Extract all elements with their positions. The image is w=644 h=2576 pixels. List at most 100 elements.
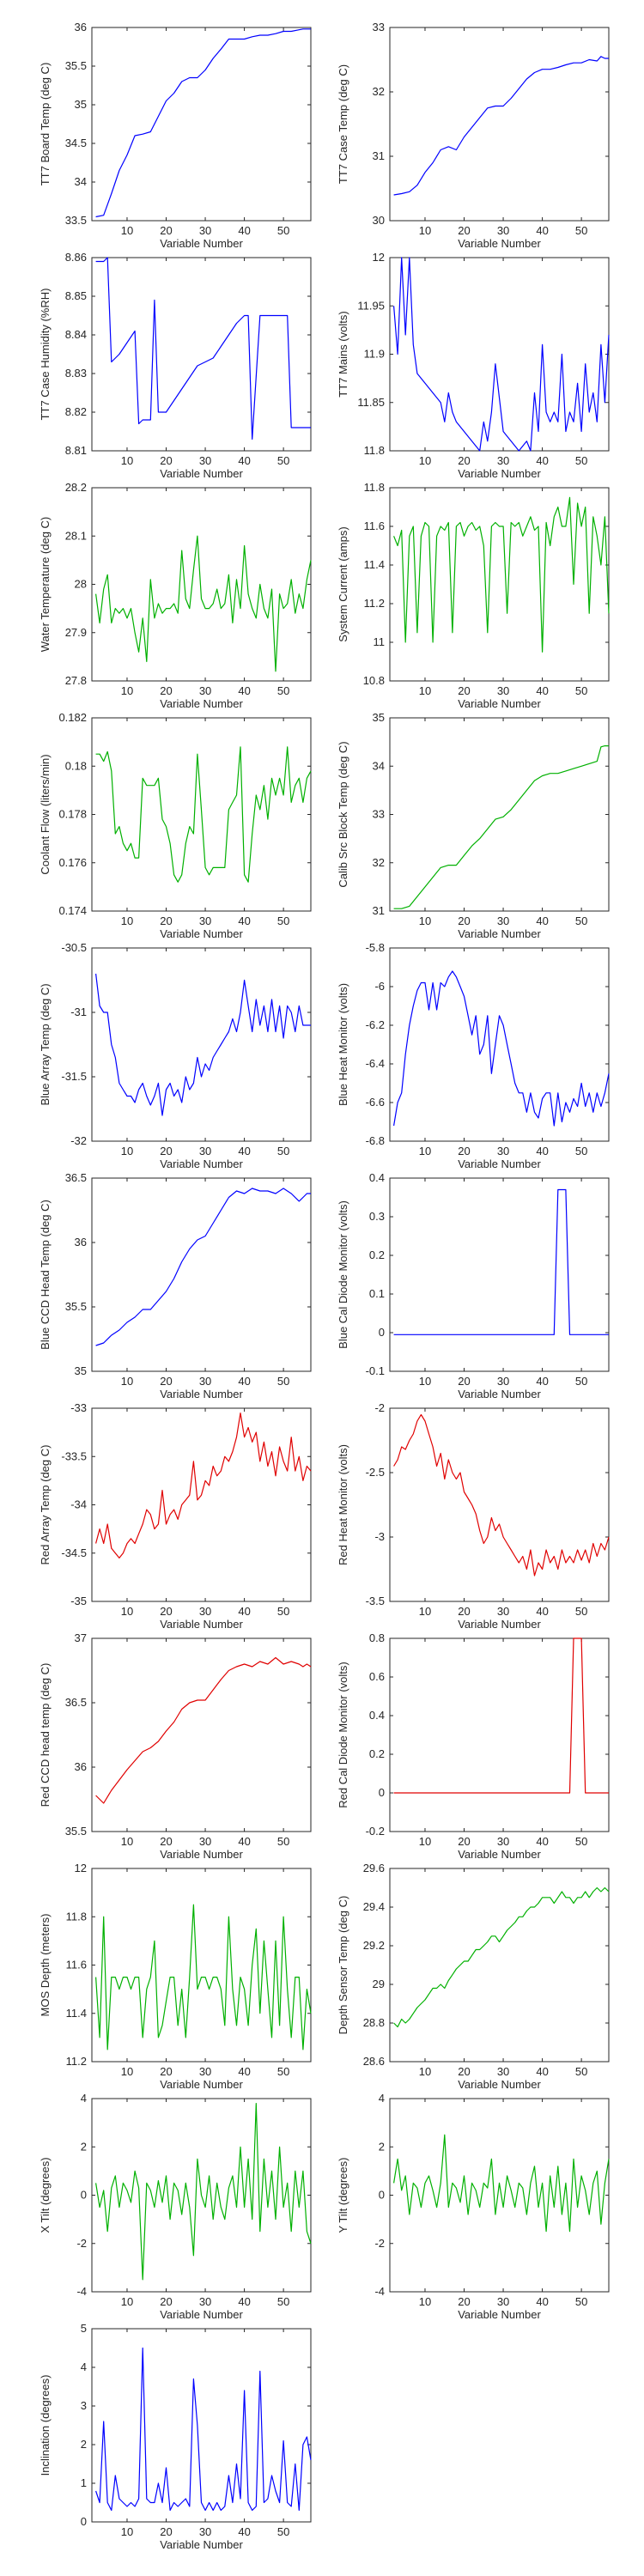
chart-panel-7: 10 20 30 40 50 0.174 0.176 0.178 0.18 0.182 Variab…	[39, 711, 312, 940]
x-tick-label: 20	[458, 684, 470, 697]
y-tick-label: -5.8	[366, 941, 385, 954]
x-tick-label: 10	[121, 2525, 133, 2538]
y-tick-label: 0.2	[369, 1249, 385, 1261]
y-tick-label: 8.86	[65, 251, 87, 264]
x-tick-label: 10	[121, 1605, 133, 1618]
x-tick-label: 20	[160, 2065, 172, 2078]
y-tick-label: 34	[75, 175, 87, 188]
y-tick-label: 29.2	[363, 1939, 385, 1952]
x-axis-label: Variable Number	[160, 1618, 243, 1631]
y-tick-label: -6	[374, 980, 385, 993]
chart-panel-4: 10 20 30 40 50 11.8 11.85 11.9 11.95 12 Variable N…	[337, 251, 610, 480]
y-axis-label: Blue CCD Head Temp (deg C)	[39, 1200, 52, 1350]
y-axis-label: Y Tilt (degrees)	[337, 2158, 349, 2233]
y-tick-label: -2.5	[366, 1466, 385, 1479]
x-tick-label: 10	[121, 2295, 133, 2308]
x-tick-label: 20	[160, 1835, 172, 1848]
y-tick-label: -0.2	[366, 1825, 385, 1838]
x-tick-label: 50	[575, 2295, 587, 2308]
y-tick-label: -35	[70, 1595, 87, 1607]
chart-panel-10: 10 20 30 40 50 -6.8 -6.6 -6.4 -6.2 -6 -5.8 Variable…	[337, 941, 610, 1170]
chart-panel-9: 10 20 30 40 50 -32 -31.5 -31 -30.5 Variable Numbe…	[39, 941, 312, 1170]
x-axis-label: Variable Number	[458, 927, 541, 940]
x-tick-label: 20	[458, 2065, 470, 2078]
series-line	[95, 1904, 312, 2050]
x-tick-label: 20	[458, 454, 470, 467]
x-tick-label: 20	[160, 1375, 172, 1388]
x-tick-label: 30	[497, 1605, 509, 1618]
y-tick-label: 1	[81, 2476, 87, 2489]
x-tick-label: 30	[497, 224, 509, 237]
y-tick-label: 29.6	[363, 1862, 385, 1874]
plot-area	[91, 1177, 312, 1372]
x-tick-label: 40	[238, 454, 250, 467]
y-tick-label: 11.95	[357, 299, 385, 312]
y-tick-label: 28.8	[363, 2016, 385, 2029]
y-axis-label: Red Heat Monitor (volts)	[337, 1444, 349, 1565]
y-tick-label: 34	[373, 759, 385, 772]
y-tick-label: 27.9	[65, 626, 87, 639]
plot-area	[389, 1177, 610, 1372]
x-tick-label: 40	[238, 2295, 250, 2308]
y-tick-label: 11.85	[357, 396, 385, 409]
chart-panel-20: 10 20 30 40 50 -4 -2 0 2 4 Variable Number Y Tilt (…	[337, 2092, 610, 2321]
x-tick-label: 40	[238, 1375, 250, 1388]
y-tick-label: 11.2	[66, 2055, 87, 2068]
x-tick-label: 40	[238, 1605, 250, 1618]
x-tick-label: 30	[199, 2295, 211, 2308]
x-tick-label: 30	[199, 684, 211, 697]
plot-area	[389, 27, 610, 222]
x-tick-label: 20	[458, 1605, 470, 1618]
y-tick-label: 33.5	[65, 214, 87, 227]
x-tick-label: 10	[121, 1835, 133, 1848]
y-tick-label: -31.5	[61, 1070, 87, 1083]
x-tick-label: 10	[121, 1145, 133, 1157]
series-line	[393, 257, 610, 452]
series-line	[393, 1637, 609, 1794]
x-tick-label: 50	[575, 454, 587, 467]
y-tick-label: 0.18	[65, 759, 87, 772]
y-tick-label: 2	[81, 2438, 87, 2451]
x-axis-label: Variable Number	[458, 2308, 541, 2321]
series-line	[393, 496, 610, 653]
x-tick-label: 20	[160, 454, 172, 467]
x-tick-label: 30	[199, 224, 211, 237]
y-axis-label: TT7 Mains (volts)	[337, 311, 349, 397]
y-tick-label: 35.5	[65, 1825, 87, 1838]
y-tick-label: 36.5	[65, 1696, 87, 1709]
x-tick-label: 10	[419, 2065, 431, 2078]
y-tick-label: -6.8	[366, 1134, 385, 1147]
y-tick-label: -33.5	[61, 1449, 87, 1462]
series-line	[95, 973, 311, 1116]
x-tick-label: 10	[121, 914, 133, 927]
y-tick-label: -6.6	[366, 1096, 385, 1109]
chart-panel-15: 10 20 30 40 50 35.5 36 36.5 37 Variable Number Red…	[39, 1631, 312, 1861]
y-tick-label: 0	[379, 2189, 385, 2202]
y-tick-label: 0.6	[369, 1670, 385, 1683]
x-tick-label: 40	[238, 2525, 250, 2538]
x-tick-label: 20	[160, 684, 172, 697]
chart-panel-8: 10 20 30 40 50 31 32 33 34 35 Variable Number Calib…	[337, 711, 610, 940]
y-tick-label: 0.174	[58, 904, 87, 917]
x-tick-label: 10	[121, 1375, 133, 1388]
x-tick-label: 30	[199, 1835, 211, 1848]
plot-area	[91, 2328, 312, 2523]
x-tick-label: 40	[536, 1375, 548, 1388]
x-tick-label: 50	[575, 1835, 587, 1848]
chart-panel-13: 10 20 30 40 50 -35 -34.5 -34 -33.5 -33 Variable Nu…	[39, 1401, 312, 1631]
x-axis-label: Variable Number	[160, 927, 243, 940]
x-tick-label: 40	[536, 1835, 548, 1848]
y-tick-label: 11.6	[364, 519, 385, 532]
plot-area	[91, 1407, 312, 1602]
x-tick-label: 10	[419, 1605, 431, 1618]
y-tick-label: 12	[373, 251, 385, 264]
y-tick-label: -6.2	[366, 1018, 385, 1031]
y-axis-label: MOS Depth (meters)	[39, 1914, 52, 2017]
y-tick-label: 0.178	[58, 808, 87, 821]
y-tick-label: 36	[75, 1236, 87, 1249]
x-tick-label: 10	[419, 684, 431, 697]
y-tick-label: 12	[75, 1862, 87, 1874]
y-tick-label: 0.1	[369, 1287, 385, 1300]
plot-area	[91, 27, 312, 222]
y-axis-label: Blue Array Temp (deg C)	[39, 983, 52, 1105]
